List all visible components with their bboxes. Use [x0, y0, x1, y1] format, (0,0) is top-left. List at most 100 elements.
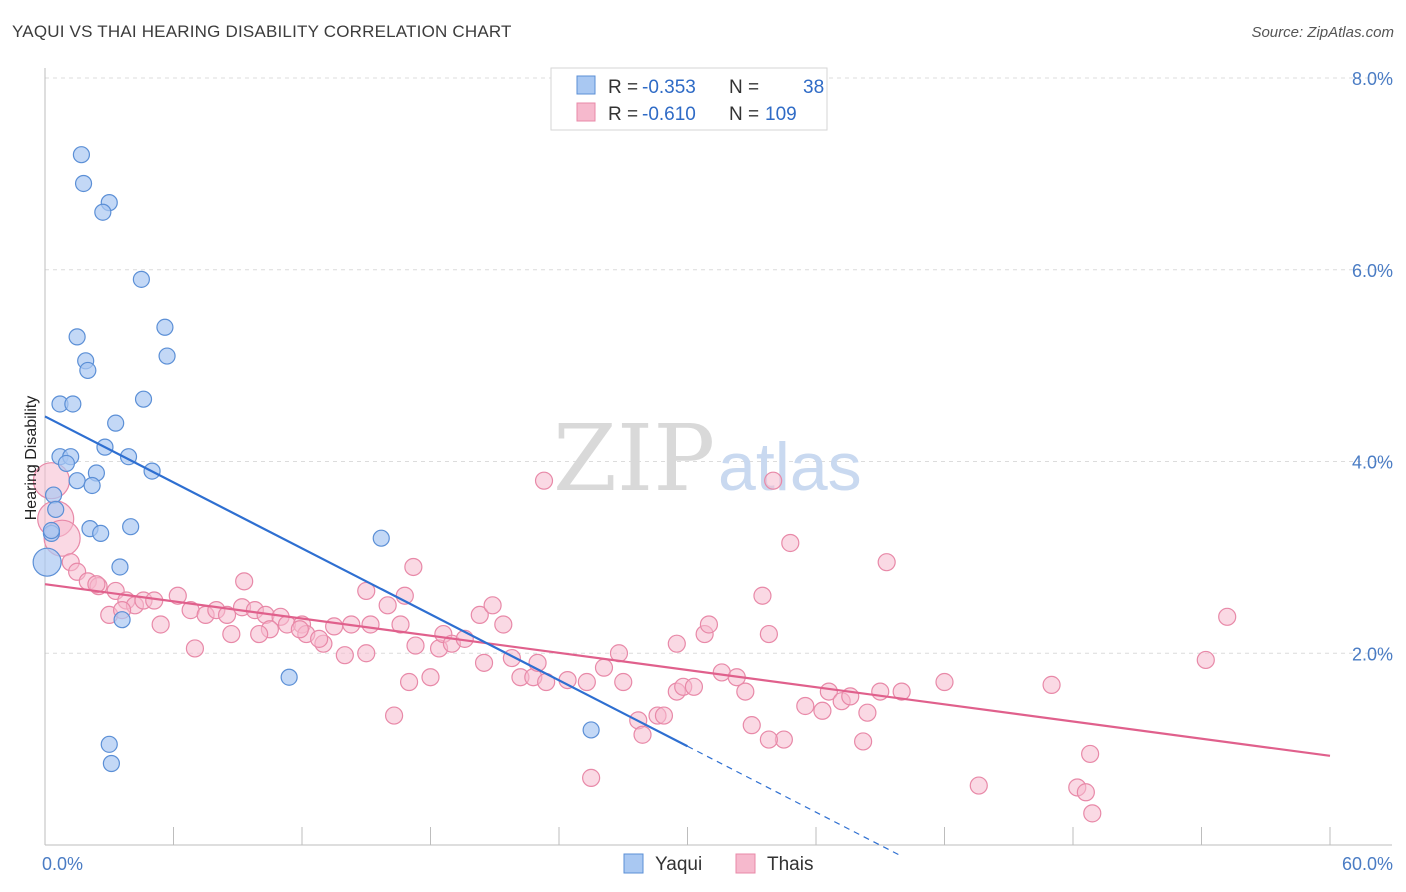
- thai-point: [969, 776, 988, 795]
- thai-point: [483, 596, 502, 615]
- thai-point: [399, 672, 419, 692]
- thai-point: [384, 706, 404, 725]
- legend-n-value-thais: 109: [765, 104, 797, 125]
- yaqui-point: [107, 414, 125, 432]
- x-tick-label: 0.0%: [42, 854, 83, 874]
- legend-swatch-yaqui: [576, 75, 596, 95]
- thai-point: [764, 471, 783, 490]
- legend-n-value-yaqui: 38: [803, 77, 824, 98]
- axes: [44, 68, 1392, 846]
- thai-point: [404, 557, 423, 577]
- series-legend: Yaqui Thais: [623, 853, 813, 875]
- yaqui-point: [122, 518, 140, 536]
- yaqui-point: [42, 521, 61, 540]
- thai-point: [222, 624, 241, 644]
- thai-point: [1083, 804, 1102, 823]
- yaqui-point: [74, 174, 93, 193]
- y-tick-label: 4.0%: [1352, 453, 1393, 473]
- thai-point: [406, 636, 425, 655]
- stats-legend-box: [550, 67, 828, 131]
- yaqui-point: [111, 558, 129, 576]
- yaqui-point: [47, 500, 65, 519]
- yaqui-point: [32, 547, 62, 577]
- thai-point: [151, 615, 170, 634]
- watermark-zip: ZIP: [553, 405, 715, 512]
- thai-point: [854, 732, 873, 751]
- thai-point: [759, 730, 778, 749]
- thai-point: [858, 703, 877, 722]
- thai-point: [474, 653, 494, 672]
- thai-point: [87, 575, 106, 594]
- thai-point: [582, 768, 601, 787]
- thai-trend-line: [44, 583, 1331, 757]
- thai-point: [753, 586, 772, 605]
- thai-point: [494, 615, 513, 634]
- yaqui-point: [132, 270, 150, 288]
- thai-point: [667, 634, 686, 653]
- thai-point: [335, 646, 354, 665]
- thai-point: [633, 725, 652, 744]
- yaqui-point: [158, 347, 176, 365]
- yaqui-point: [83, 476, 101, 495]
- yaqui-point: [582, 721, 600, 739]
- y-axis-label: Hearing Disability: [23, 396, 40, 521]
- thai-point: [391, 615, 410, 634]
- yaqui-point: [280, 668, 298, 686]
- thai-point: [217, 605, 237, 625]
- thai-point: [577, 672, 596, 692]
- yaqui-points: [32, 146, 600, 773]
- x-tick-label: 60.0%: [1342, 854, 1393, 874]
- bottom-legend-swatch-yaqui: [623, 853, 644, 874]
- thai-points: [32, 462, 1237, 823]
- source-credit: Source: ZipAtlas.com: [1251, 24, 1394, 41]
- thai-point: [1196, 650, 1215, 670]
- y-tick-label: 6.0%: [1352, 261, 1393, 281]
- thai-point: [168, 586, 187, 605]
- thai-point: [421, 668, 440, 687]
- stats-legend: R = -0.353 N = 38 R = -0.610 N = 109: [550, 67, 828, 131]
- thai-point: [1042, 675, 1061, 694]
- thai-point: [594, 658, 614, 677]
- thai-point: [699, 615, 719, 634]
- yaqui-point: [102, 754, 120, 773]
- yaqui-point: [79, 361, 97, 380]
- thai-point: [877, 553, 896, 572]
- yaqui-point: [100, 735, 118, 753]
- yaqui-trend-line: [44, 415, 689, 748]
- thai-point: [892, 682, 911, 701]
- yaqui-point: [44, 486, 63, 504]
- yaqui-point: [372, 529, 390, 547]
- bottom-legend-swatch-thais: [735, 853, 756, 874]
- yaqui-point: [57, 454, 76, 473]
- yaqui-point: [113, 611, 131, 629]
- thai-point: [684, 677, 704, 696]
- thai-point: [361, 615, 380, 634]
- legend-n-label-yaqui: N =: [729, 77, 759, 98]
- thai-point: [250, 624, 269, 644]
- thai-point: [1076, 783, 1095, 802]
- thai-point: [325, 617, 344, 636]
- y-tick-label: 8.0%: [1352, 69, 1393, 89]
- y-tick-label: 2.0%: [1352, 644, 1393, 664]
- chart-title: YAQUI VS THAI HEARING DISABILITY CORRELA…: [12, 22, 512, 41]
- thai-point: [470, 605, 489, 625]
- thai-point: [310, 629, 329, 648]
- grid-lines: [45, 77, 1392, 654]
- yaqui-point: [72, 146, 91, 164]
- thai-point: [736, 682, 755, 701]
- thai-point: [813, 701, 832, 720]
- thai-point: [796, 696, 815, 716]
- watermark-atlas: atlas: [718, 429, 862, 505]
- thai-point: [290, 620, 309, 639]
- yaqui-point: [94, 203, 112, 221]
- thai-point: [935, 672, 954, 692]
- tick-labels: 2.0% 4.0% 6.0% 8.0% 0.0% 60.0%: [42, 69, 1393, 874]
- thai-point: [378, 596, 397, 615]
- thai-point: [712, 663, 731, 682]
- legend-r-label-yaqui: R =: [608, 77, 638, 98]
- thai-point: [558, 670, 577, 690]
- yaqui-point: [134, 390, 153, 408]
- yaqui-point: [68, 472, 86, 490]
- legend-r-label-thais: R =: [608, 104, 638, 125]
